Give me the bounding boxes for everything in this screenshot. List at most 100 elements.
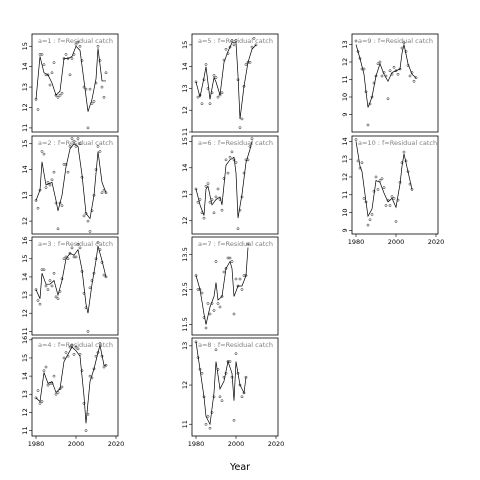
- data-point: [218, 395, 222, 399]
- fit-line: [355, 44, 417, 108]
- data-point: [66, 57, 70, 60]
- data-point: [254, 43, 258, 47]
- data-point: [56, 227, 60, 231]
- data-point: [58, 93, 62, 97]
- y-tick-label: 13: [21, 390, 29, 398]
- data-point: [60, 91, 64, 95]
- data-point: [64, 351, 68, 354]
- data-point: [230, 39, 234, 42]
- data-point: [238, 277, 242, 281]
- y-tick-label: 14: [181, 164, 189, 172]
- data-point: [100, 191, 104, 195]
- panel-2: a=2 : f=Residual catch 12 13 14 15: [21, 135, 119, 235]
- data-point: [100, 85, 104, 89]
- panel-4: a=4 : f=Residual catch 11 12 13 14 15 16 1980 20…: [21, 336, 124, 448]
- data-point: [372, 81, 376, 85]
- data-point: [54, 392, 58, 396]
- data-point: [232, 312, 236, 316]
- data-point: [66, 257, 70, 261]
- data-point: [390, 72, 394, 76]
- data-point: [248, 145, 252, 148]
- data-point: [214, 76, 218, 79]
- data-point: [74, 345, 78, 349]
- y-tick-label: 9: [341, 112, 349, 116]
- data-point: [386, 97, 390, 101]
- data-point: [216, 368, 220, 371]
- fit-line: [35, 245, 107, 314]
- data-point: [222, 375, 226, 379]
- y-tick-label: 12: [181, 217, 189, 225]
- data-point: [234, 39, 238, 42]
- data-point: [238, 126, 242, 129]
- data-point: [194, 340, 198, 344]
- data-point: [94, 168, 98, 171]
- data-point: [98, 248, 102, 252]
- data-point: [204, 184, 208, 188]
- data-point: [44, 284, 48, 288]
- data-point: [64, 53, 68, 56]
- data-point: [200, 291, 204, 295]
- data-point: [250, 45, 254, 49]
- y-tick-label: 13: [21, 291, 29, 299]
- data-point: [34, 396, 38, 400]
- data-point: [386, 198, 390, 202]
- data-point: [96, 241, 100, 244]
- y-tick-label: 14: [21, 273, 29, 281]
- fit-line: [35, 345, 106, 424]
- data-point: [200, 102, 204, 106]
- data-point: [88, 374, 92, 378]
- data-point: [244, 63, 248, 66]
- data-point: [380, 177, 384, 181]
- panel-label: a=3 : f=Residual catch: [38, 240, 113, 248]
- data-point: [68, 73, 72, 77]
- data-point: [242, 391, 246, 395]
- panel-frame: [191, 33, 279, 133]
- data-point: [40, 400, 44, 403]
- data-point: [66, 170, 70, 174]
- data-point: [96, 351, 100, 354]
- data-point: [80, 369, 84, 372]
- data-point: [378, 60, 382, 64]
- data-point: [212, 395, 216, 399]
- data-point: [368, 218, 372, 222]
- x-tick-label: 2000: [68, 440, 85, 448]
- data-point: [368, 102, 372, 106]
- data-point: [84, 87, 88, 91]
- data-point: [220, 295, 224, 298]
- data-point: [92, 100, 96, 103]
- y-tick-label: 11: [181, 420, 189, 428]
- data-point: [240, 395, 244, 399]
- data-point: [98, 59, 102, 62]
- data-point: [78, 246, 82, 250]
- data-point: [70, 343, 74, 347]
- y-tick-label: 14: [341, 137, 349, 145]
- data-point: [68, 144, 72, 148]
- panel-frame: [31, 337, 119, 437]
- data-point: [44, 365, 48, 369]
- data-point: [104, 275, 108, 279]
- panel-label: a=10 : f=Residual catch: [358, 139, 437, 147]
- data-point: [70, 137, 74, 140]
- y-tick-label: 12: [21, 103, 29, 111]
- data-point: [366, 223, 370, 227]
- data-point: [82, 214, 86, 218]
- data-point: [240, 195, 244, 199]
- data-point: [50, 382, 54, 385]
- data-point: [92, 367, 96, 371]
- y-tick-label: 14: [21, 372, 29, 380]
- data-point: [52, 170, 56, 174]
- data-point: [78, 142, 82, 146]
- data-point: [58, 290, 62, 293]
- data-point: [60, 385, 64, 389]
- data-point: [52, 374, 56, 378]
- data-point: [86, 126, 90, 130]
- panel-frame: [191, 135, 279, 235]
- data-point: [234, 161, 238, 164]
- y-tick-label: 12: [341, 58, 349, 66]
- data-point: [76, 242, 80, 246]
- data-point: [202, 395, 206, 399]
- data-point: [78, 353, 82, 356]
- data-point: [96, 144, 100, 148]
- data-point: [84, 212, 88, 215]
